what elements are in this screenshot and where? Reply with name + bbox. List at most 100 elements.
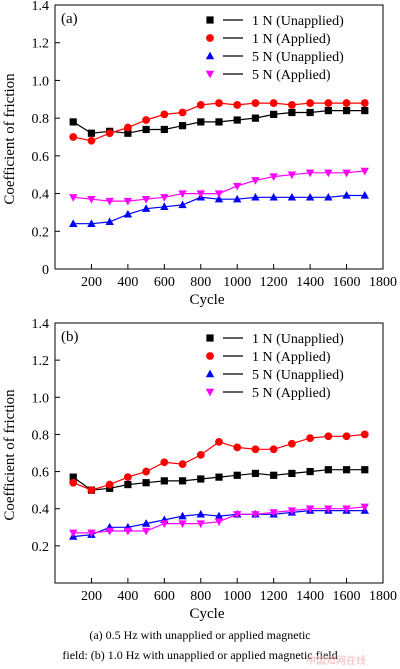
y-axis-label: Coefficient of friction	[2, 389, 18, 521]
data-point	[160, 125, 168, 134]
data-point	[287, 507, 297, 515]
data-point	[324, 432, 333, 441]
y-tick-label: 0	[42, 263, 49, 278]
series-4	[69, 503, 369, 538]
y-tick-label: 0.2	[32, 225, 50, 240]
data-point	[196, 520, 205, 528]
x-tick-label: 1800	[369, 275, 397, 290]
data-point	[287, 439, 296, 448]
data-point	[178, 477, 187, 485]
data-point	[251, 192, 260, 201]
data-point	[87, 529, 96, 538]
data-point	[287, 101, 296, 109]
data-point	[124, 480, 132, 489]
data-point	[269, 445, 278, 454]
data-point	[287, 192, 297, 201]
data-point	[269, 192, 278, 201]
series-4	[69, 167, 369, 206]
data-point	[197, 118, 205, 126]
legend-marker	[206, 352, 214, 360]
data-point	[69, 529, 78, 538]
data-point	[142, 125, 150, 134]
data-point	[124, 129, 132, 137]
y-tick-label: 1.2	[32, 354, 50, 369]
data-point	[306, 467, 314, 476]
data-point	[251, 114, 260, 122]
data-point	[123, 123, 132, 132]
legend-marker	[205, 388, 215, 397]
x-tick-label: 800	[190, 275, 211, 290]
legend-label: 5 N (Applied)	[252, 68, 331, 83]
data-point	[233, 116, 241, 124]
data-point	[142, 479, 150, 487]
data-point	[233, 194, 242, 203]
x-tick-label: 1600	[333, 589, 361, 604]
x-tick-label: 1800	[369, 589, 397, 604]
y-tick-label: 0.6	[32, 466, 50, 481]
data-point	[160, 477, 168, 485]
x-tick-label: 600	[154, 275, 175, 290]
data-point	[105, 527, 114, 536]
data-point	[360, 167, 369, 176]
data-point	[233, 182, 242, 191]
data-point	[324, 505, 333, 514]
data-point	[142, 467, 151, 476]
data-point	[214, 194, 224, 203]
data-point	[342, 191, 351, 199]
data-point	[178, 122, 187, 130]
data-point	[123, 209, 133, 218]
data-point	[233, 471, 241, 479]
data-point	[306, 99, 315, 107]
legend-marker	[206, 334, 214, 342]
data-point	[306, 108, 314, 117]
data-point	[141, 527, 151, 536]
watermark: 中国知网在线	[306, 656, 366, 667]
data-point	[87, 196, 96, 204]
data-point	[178, 520, 187, 528]
legend-label: 5 N (Unapplied)	[252, 368, 344, 383]
data-point	[251, 511, 260, 519]
data-point	[87, 219, 96, 227]
x-axis-label: Cycle	[190, 606, 225, 622]
data-point	[233, 443, 242, 452]
data-point	[361, 107, 369, 115]
data-point	[105, 197, 114, 206]
data-point	[306, 434, 315, 443]
panel-label: (b)	[61, 329, 79, 345]
data-point	[342, 505, 351, 514]
x-tick-label: 1000	[223, 589, 251, 604]
data-point	[87, 129, 96, 137]
data-point	[87, 136, 96, 145]
plot-frame	[54, 4, 384, 270]
data-point	[87, 486, 96, 495]
data-point	[196, 101, 205, 109]
y-tick-label: 1.0	[32, 74, 50, 89]
data-point	[105, 480, 114, 489]
legend-marker	[206, 16, 214, 24]
data-point	[123, 473, 132, 482]
series-1	[69, 466, 369, 494]
data-point	[251, 445, 260, 454]
data-point	[251, 469, 260, 478]
legend-label: 1 N (Applied)	[252, 350, 331, 365]
x-tick-label: 400	[117, 275, 138, 290]
legend-marker	[205, 51, 215, 60]
data-point	[160, 520, 169, 528]
data-point	[178, 511, 187, 520]
legend-label: 5 N (Applied)	[252, 386, 331, 401]
legend-label: 1 N (Unapplied)	[252, 14, 344, 29]
data-point	[360, 191, 369, 199]
data-point	[287, 171, 297, 180]
data-point	[69, 133, 78, 141]
caption-line-2: field: (b) 1.0 Hz with unapplied or appl…	[62, 648, 338, 662]
data-point	[270, 471, 278, 479]
data-point	[360, 430, 369, 439]
data-point	[69, 478, 78, 487]
x-tick-label: 1400	[296, 275, 324, 290]
data-point	[141, 204, 151, 212]
series-2	[69, 430, 369, 495]
data-point	[142, 116, 151, 124]
data-point	[196, 450, 205, 459]
y-tick-label: 1.4	[32, 0, 50, 14]
data-point	[251, 99, 260, 107]
